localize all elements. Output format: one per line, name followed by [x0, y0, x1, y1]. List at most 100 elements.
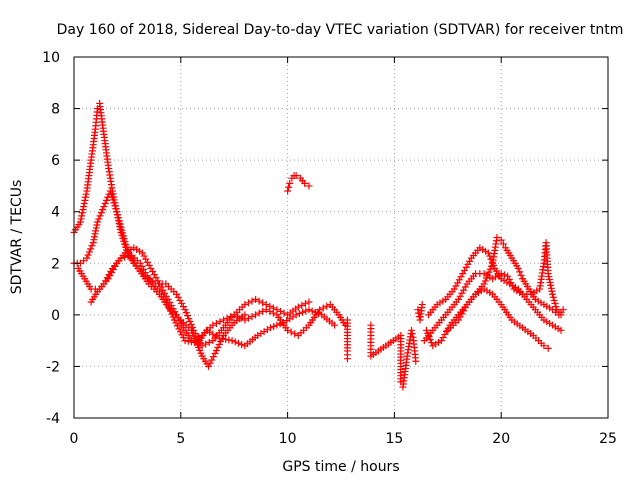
arc-e-point-6: [301, 179, 309, 187]
y-tick-label-4: 4: [51, 205, 60, 221]
arc-d-interp-6-4: [143, 272, 151, 280]
arc-b-interp-4-2: [96, 212, 104, 220]
arc-c-interp-9-2: [150, 271, 158, 279]
arc-d-interp-14-3: [225, 336, 233, 344]
arc-f-point-13: [407, 326, 415, 334]
arc-c-interp-21-2: [269, 309, 277, 317]
arc-d-interp-11-2: [187, 338, 195, 346]
arc-c-interp-8-3: [143, 258, 151, 266]
arc-h-point-3: [450, 285, 458, 293]
arc-c-interp-20-1: [255, 309, 263, 317]
arc-b-point-26: [294, 303, 302, 311]
arc-g-interp-2-3: [443, 327, 451, 335]
arc-d-interp-21-1: [308, 307, 316, 315]
arc-d-interp-2-4: [107, 268, 115, 276]
arc-d-interp-14-2: [222, 335, 230, 343]
arc-j-interp-1-4: [461, 304, 469, 312]
arc-b-point-14: [173, 290, 181, 298]
arc-a-interp-1-1: [77, 215, 85, 223]
plot-frame: [73, 56, 609, 419]
arc-b-interp-6-5: [111, 202, 119, 210]
arc-i-interp-18-1: [549, 293, 557, 301]
arc-d-interp-15-3: [238, 341, 246, 349]
arc-d-interp-4-1: [121, 253, 129, 261]
y-tick-label-0: -4: [46, 411, 60, 427]
arc-b-interp-4-1: [95, 215, 103, 223]
arc-b-interp-15-4: [186, 317, 194, 325]
arc-b-interp-26-1: [298, 301, 306, 309]
data-marks: [70, 99, 567, 391]
arc-f-point-3: [343, 355, 351, 363]
arc-c-interp-18-2: [237, 314, 245, 322]
arc-b-point-3: [89, 239, 97, 247]
arc-c-interp-10-2: [159, 286, 167, 294]
arc-c-interp-26-1: [319, 304, 327, 312]
arc-b-point-15: [181, 306, 189, 314]
arc-b-point-27: [305, 298, 313, 306]
arc-d-interp-10-5: [178, 331, 186, 339]
arc-c-point-18: [230, 311, 238, 319]
arc-c-point-21: [262, 306, 270, 314]
arc-f-point-15: [412, 357, 420, 365]
arc-c-point-19: [241, 316, 249, 324]
arc-i-interp-17-1: [545, 273, 553, 281]
y-tick-label-2: 0: [51, 308, 60, 324]
arc-i-point-4: [454, 295, 462, 303]
arc-j-interp-1-3: [460, 307, 468, 315]
arc-j-interp-10-1: [516, 268, 524, 276]
arc-i-interp-17-6: [548, 287, 556, 295]
arc-d-interp-20-1: [295, 310, 303, 318]
arc-c-interp-8-4: [145, 261, 153, 269]
arc-b-interp-6-3: [109, 196, 117, 204]
arc-c-interp-19-1: [244, 314, 252, 322]
arc-d-interp-20-3: [302, 307, 310, 315]
arc-b-interp-3-6: [93, 221, 101, 229]
arc-b-interp-15-1: [182, 309, 190, 317]
arc-j-interp-4-6: [487, 262, 495, 270]
arc-g-point-14: [544, 344, 552, 352]
arc-i-interp-17-4: [547, 281, 555, 289]
arc-d-interp-10-2: [173, 322, 181, 330]
arc-a-interp-21-1: [212, 347, 220, 355]
arc-g-interp-2-1: [439, 334, 447, 342]
arc-a-interp-20-2: [208, 356, 216, 364]
y-axis-label: SDTVAR / TECUs: [9, 180, 25, 295]
arc-a-interp-1-9: [82, 190, 90, 198]
arc-b-point-22: [252, 295, 260, 303]
arc-b-interp-6-1: [107, 190, 115, 198]
arc-e-point-7: [305, 182, 313, 190]
arc-c-point-9: [147, 264, 155, 272]
arc-b-interp-5-1: [101, 199, 109, 207]
arc-a-interp-21-3: [215, 341, 223, 349]
x-tick-label-5: 25: [599, 431, 617, 447]
arc-d-interp-21-2: [311, 308, 319, 316]
arc-d-interp-18-1: [270, 322, 278, 330]
arc-i-interp-17-3: [546, 278, 554, 286]
arc-d-interp-15-2: [234, 339, 242, 347]
axis-ticks: 0 5 10 15 20 25 -4 -2 0 2 4 6 8 10: [42, 50, 617, 447]
arc-d-point-6: [136, 259, 144, 267]
arc-b-interp-22-1: [255, 297, 263, 305]
arc-d-interp-9-4: [167, 307, 175, 315]
arc-j-interp-4-5: [486, 265, 494, 273]
arc-a-point-21: [211, 350, 219, 358]
arc-c-interp-16-2: [216, 318, 224, 326]
arc-b-interp-2-1: [84, 251, 92, 259]
arc-d-interp-18-2: [273, 321, 281, 329]
arc-b-interp-4-3: [97, 209, 105, 217]
y-tick-label-1: -2: [46, 359, 60, 375]
arc-b-interp-15-2: [184, 312, 192, 320]
arc-c-interp-21-1: [266, 307, 274, 315]
arc-a-interp-1-2: [78, 212, 86, 220]
x-tick-label-2: 10: [279, 431, 297, 447]
arc-d-interp-2-2: [103, 274, 111, 282]
arc-b-interp-3-4: [92, 227, 100, 235]
arc-b-point-6: [106, 187, 114, 195]
arc-d-point-14: [215, 334, 223, 342]
arc-b-interp-21-2: [248, 297, 256, 305]
x-tick-label-1: 5: [176, 431, 185, 447]
arc-c-interp-8-1: [140, 252, 148, 260]
arc-c-point-26: [316, 306, 324, 314]
arc-d-interp-4-2: [124, 252, 132, 260]
arc-h-interp-4-1: [460, 267, 468, 275]
